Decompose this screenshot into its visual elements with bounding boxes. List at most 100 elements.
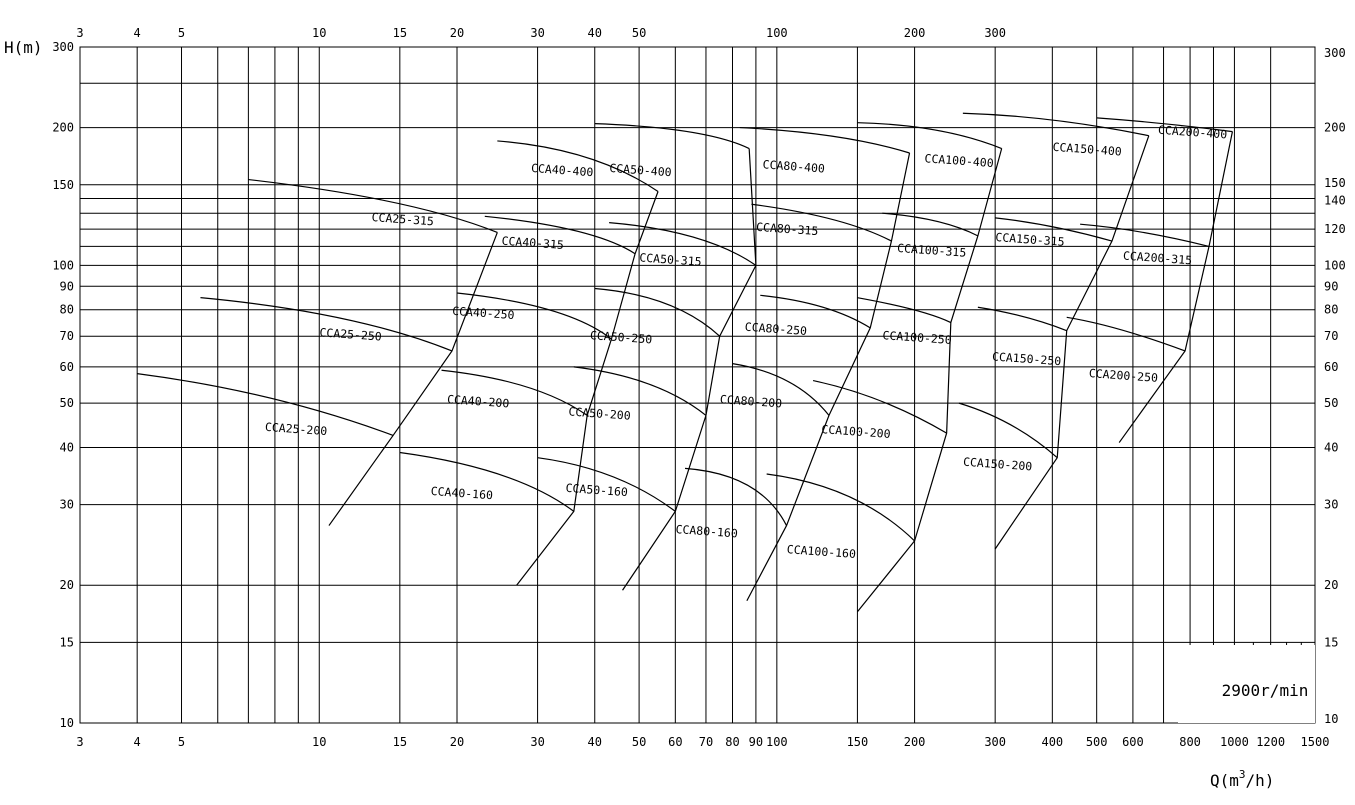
x-tick-bottom: 90 — [749, 735, 763, 749]
x-tick-bottom: 300 — [984, 735, 1006, 749]
x-tick-bottom: 600 — [1122, 735, 1144, 749]
curve-cca50-250 — [594, 287, 721, 337]
x-tick-bottom: 500 — [1086, 735, 1108, 749]
curve-cca200-250 — [1066, 316, 1186, 352]
x-axis-label-sup: 3 — [1239, 768, 1246, 781]
curve-label: CCA80-250 — [744, 320, 807, 338]
x-tick-bottom: 30 — [530, 735, 544, 749]
y-tick-left: 100 — [52, 258, 74, 272]
y-tick-right: 15 — [1324, 635, 1338, 649]
curve-label: CCA200-250 — [1088, 366, 1158, 385]
y-tick-left: 90 — [60, 279, 74, 293]
curve-cca100-200 — [812, 380, 947, 434]
y-tick-right: 300 — [1324, 46, 1346, 60]
efficiency-boundary-line — [328, 232, 498, 526]
x-tick-top: 300 — [984, 26, 1006, 40]
x-tick-bottom: 20 — [450, 735, 464, 749]
y-tick-right: 150 — [1324, 176, 1346, 190]
y-tick-right: 100 — [1324, 258, 1346, 272]
y-tick-left: 50 — [60, 396, 74, 410]
y-tick-left: 80 — [60, 303, 74, 317]
curve-label: CCA50-160 — [565, 481, 628, 499]
y-axis-label: H(m) — [4, 38, 43, 57]
curve-cca40-160 — [399, 451, 575, 512]
x-tick-top: 20 — [450, 26, 464, 40]
curve-cca40-400 — [497, 140, 659, 193]
x-tick-top: 5 — [178, 26, 185, 40]
y-tick-right: 70 — [1324, 329, 1338, 343]
efficiency-boundary-line — [516, 191, 659, 586]
y-tick-right: 200 — [1324, 121, 1346, 135]
curve-cca80-315 — [751, 203, 892, 242]
curve-label: CCA200-400 — [1158, 123, 1228, 142]
plot-frame — [79, 46, 1316, 724]
curve-cca40-315 — [484, 215, 636, 255]
x-tick-bottom: 150 — [847, 735, 869, 749]
curve-label: CCA40-315 — [501, 234, 564, 252]
x-tick-bottom: 60 — [668, 735, 682, 749]
curve-label: CCA40-400 — [531, 161, 594, 179]
y-tick-right: 80 — [1324, 303, 1338, 317]
curve-cca80-200 — [732, 363, 830, 416]
curve-label: CCA80-400 — [762, 157, 825, 175]
x-tick-bottom: 800 — [1179, 735, 1201, 749]
x-tick-bottom: 40 — [588, 735, 602, 749]
curve-label: CCA100-160 — [786, 542, 856, 561]
efficiency-boundary-line — [856, 148, 1003, 613]
efficiency-boundary-line — [746, 152, 911, 602]
y-tick-right: 40 — [1324, 440, 1338, 454]
curve-cca100-250 — [857, 297, 952, 324]
curve-label: CCA100-400 — [924, 151, 994, 170]
curve-cca150-315 — [995, 217, 1113, 242]
curve-label: CCA150-315 — [995, 230, 1065, 249]
curve-label: CCA80-160 — [675, 522, 738, 540]
curve-label: CCA150-200 — [963, 455, 1033, 474]
x-tick-bottom: 4 — [134, 735, 141, 749]
x-tick-bottom: 400 — [1041, 735, 1063, 749]
curve-cca50-315 — [609, 222, 757, 266]
curve-cca40-200 — [441, 369, 588, 416]
curve-label: CCA100-200 — [821, 422, 891, 441]
y-tick-left: 30 — [60, 498, 74, 512]
x-tick-top: 4 — [134, 26, 141, 40]
curve-label: CCA25-315 — [371, 210, 434, 228]
curve-label: CCA50-315 — [639, 250, 702, 268]
curve-label: CCA50-400 — [609, 161, 672, 179]
x-tick-bottom: 100 — [766, 735, 788, 749]
curve-cca25-200 — [137, 373, 394, 436]
curve-label: CCA100-315 — [897, 241, 967, 260]
curve-label: CCA100-250 — [882, 328, 952, 347]
y-tick-right: 50 — [1324, 396, 1338, 410]
curve-cca80-160 — [684, 467, 788, 526]
curve-label: CCA25-250 — [319, 325, 382, 343]
curve-label: CCA80-315 — [756, 220, 819, 238]
efficiency-boundary-line — [994, 135, 1150, 550]
x-tick-top: 200 — [904, 26, 926, 40]
curve-label: CCA40-160 — [430, 484, 493, 502]
y-tick-left: 60 — [60, 360, 74, 374]
y-tick-right: 60 — [1324, 360, 1338, 374]
curve-label: CCA40-200 — [447, 392, 510, 410]
efficiency-boundary-line — [622, 148, 757, 591]
y-tick-right: 120 — [1324, 222, 1346, 236]
curve-cca80-400 — [739, 126, 910, 154]
y-tick-right: 30 — [1324, 498, 1338, 512]
x-tick-top: 15 — [393, 26, 407, 40]
curve-label: CCA25-200 — [265, 420, 328, 438]
curve-label: CCA40-250 — [452, 304, 515, 322]
x-tick-top: 3 — [76, 26, 83, 40]
efficiency-boundary-line — [1118, 131, 1234, 443]
x-tick-bottom: 200 — [904, 735, 926, 749]
y-tick-left: 15 — [60, 635, 74, 649]
y-tick-left: 10 — [60, 716, 74, 730]
curve-cca100-315 — [882, 212, 979, 237]
curve-label: CCA150-250 — [992, 349, 1062, 368]
x-axis-label-end: /h) — [1246, 771, 1275, 790]
y-tick-left: 20 — [60, 578, 74, 592]
x-tick-bottom: 15 — [393, 735, 407, 749]
curve-cca200-400 — [1096, 117, 1233, 133]
curve-cca50-400 — [594, 123, 750, 150]
y-tick-right: 20 — [1324, 578, 1338, 592]
x-tick-top: 50 — [632, 26, 646, 40]
y-tick-right: 90 — [1324, 279, 1338, 293]
